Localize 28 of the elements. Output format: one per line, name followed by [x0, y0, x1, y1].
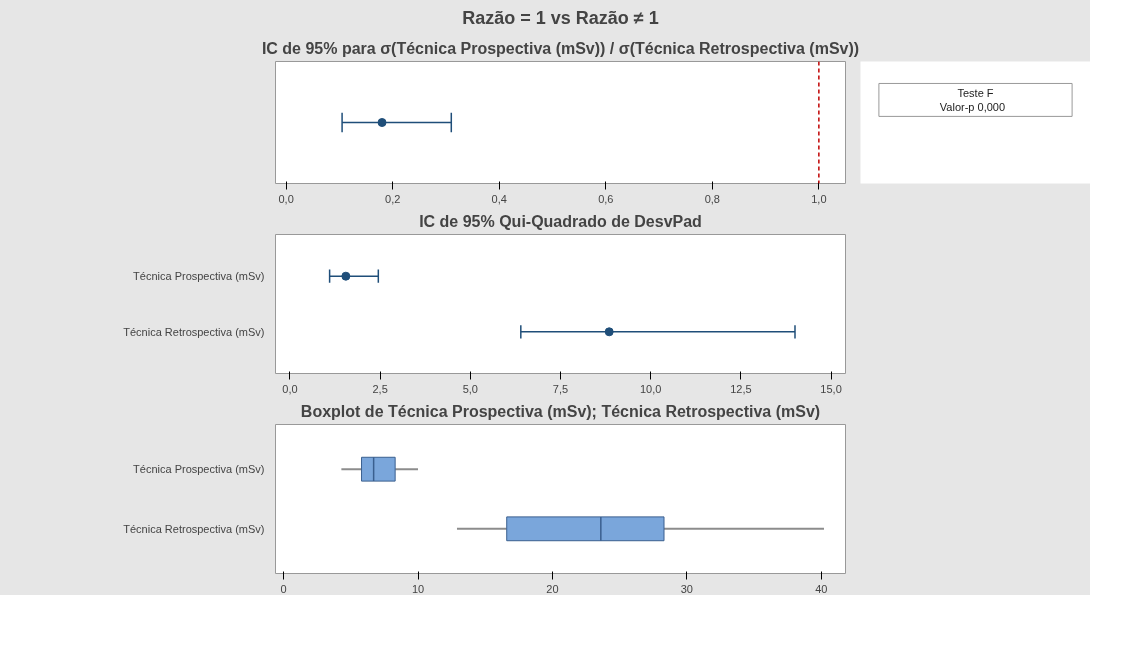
x-tick-label: 30 [680, 582, 693, 595]
x-tick-label: 12,5 [730, 382, 752, 395]
x-tick-label: 10 [411, 582, 425, 595]
x-tick-label: 2,5 [372, 382, 388, 395]
x-tick-label: 1,0 [811, 192, 827, 205]
chart-subtitle: IC de 95% para σ(Técnica Prospectiva (mSv)) / σ(Técnica Retrospectiva (mSv)) [261, 39, 860, 57]
chart-title: Boxplot de Técnica Prospectiva (mSv); Técnica Retrospectiva (mSv) [300, 402, 821, 420]
y-tick-label: Técnica Retrospectiva (mSv) [123, 522, 265, 535]
y-tick-label: Técnica Retrospectiva (mSv) [123, 325, 265, 338]
chart-title: Razão = 1 vs Razão ≠ 1 [462, 7, 659, 28]
x-tick-label: 0,0 [278, 192, 294, 205]
x-tick-label: 0,4 [491, 192, 507, 205]
x-tick-label: 0 [280, 582, 287, 595]
x-tick-label: 0,0 [282, 382, 298, 395]
y-tick-label: Técnica Prospectiva (mSv) [133, 270, 265, 283]
x-tick-label: 0,6 [598, 192, 614, 205]
y-tick-label: Técnica Prospectiva (mSv) [133, 463, 265, 476]
x-tick-label: 0,2 [385, 192, 401, 205]
x-tick-label: 40 [815, 582, 828, 595]
x-tick-label: 15,0 [820, 382, 842, 395]
x-tick-label: 20 [546, 582, 559, 595]
chart-title: IC de 95% Qui-Quadrado de DesvPad [419, 212, 702, 230]
x-tick-label: 0,8 [704, 192, 720, 205]
x-tick-label: 10,0 [639, 382, 662, 395]
text: Valor-p 0,000 [939, 100, 1006, 113]
x-tick-label: 7,5 [552, 382, 569, 395]
text: Teste F [957, 87, 994, 100]
x-tick-label: 5,0 [462, 382, 478, 395]
